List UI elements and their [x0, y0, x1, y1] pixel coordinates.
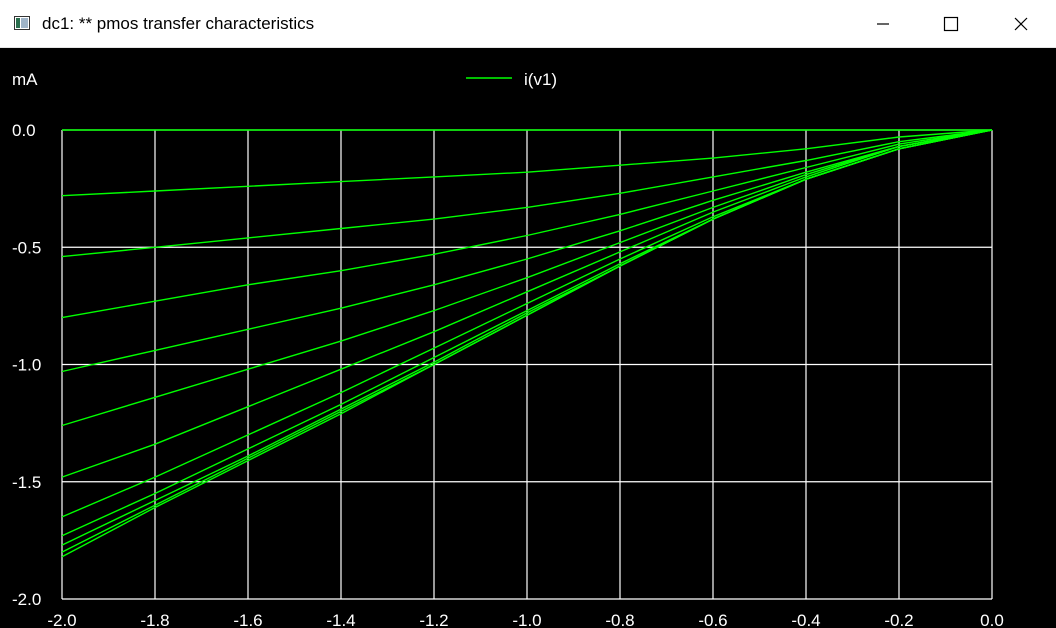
y-tick-label-1: -0.5 [12, 238, 41, 257]
window-title: dc1: ** pmos transfer characteristics [42, 14, 315, 33]
y-tick-label-4: -2.0 [12, 590, 41, 609]
x-tick-label-0: -2.0 [47, 611, 76, 628]
y-tick-labels: 0.0 -0.5 -1.0 -1.5 -2.0 [12, 121, 41, 609]
chart-background [0, 48, 1056, 628]
x-tick-label-1: -1.8 [140, 611, 169, 628]
x-tick-label-6: -0.8 [605, 611, 634, 628]
trace-1 [61, 129, 993, 197]
x-tick-label-2: -1.6 [233, 611, 262, 628]
y-tick-label-3: -1.5 [12, 473, 41, 492]
legend-label: i(v1) [524, 70, 557, 89]
trace-4 [61, 129, 993, 373]
x-tick-label-4: -1.2 [419, 611, 448, 628]
close-button[interactable] [998, 0, 1044, 47]
maximize-icon [943, 16, 959, 31]
chart-area: 0.0 -0.5 -1.0 -1.5 -2.0 -2.0 -1.8 -1.6 -1.4 -1.2… [0, 48, 1056, 628]
x-tick-label-7: -0.6 [698, 611, 727, 628]
x-tick-label-8: -0.4 [791, 611, 820, 628]
x-tick-label-3: -1.4 [326, 611, 355, 628]
trace-6 [61, 129, 993, 478]
y-axis-unit: mA [12, 70, 38, 89]
traces [61, 129, 993, 558]
trace-5 [61, 129, 993, 427]
trace-11 [61, 129, 993, 558]
close-icon [1014, 17, 1028, 30]
legend: i(v1) [466, 70, 557, 89]
trace-3 [61, 129, 993, 319]
trace-2 [61, 129, 993, 258]
minimize-icon [877, 22, 889, 25]
gridlines [61, 129, 993, 600]
maximize-button[interactable] [928, 0, 974, 47]
x-tick-label-5: -1.0 [512, 611, 541, 628]
x-tick-labels: -2.0 -1.8 -1.6 -1.4 -1.2 -1.0 -0.8 -0.6 -0.4 -0.2… [47, 611, 1003, 628]
app-icon[interactable] [14, 16, 30, 30]
title-bar[interactable]: dc1: ** pmos transfer characteristics [0, 0, 1056, 48]
x-tick-label-9: -0.2 [884, 611, 913, 628]
x-tick-label-10: 0.0 [980, 611, 1004, 628]
y-tick-label-2: -1.0 [12, 356, 41, 375]
y-tick-label-0: 0.0 [12, 121, 36, 140]
minimize-button[interactable] [860, 0, 906, 47]
